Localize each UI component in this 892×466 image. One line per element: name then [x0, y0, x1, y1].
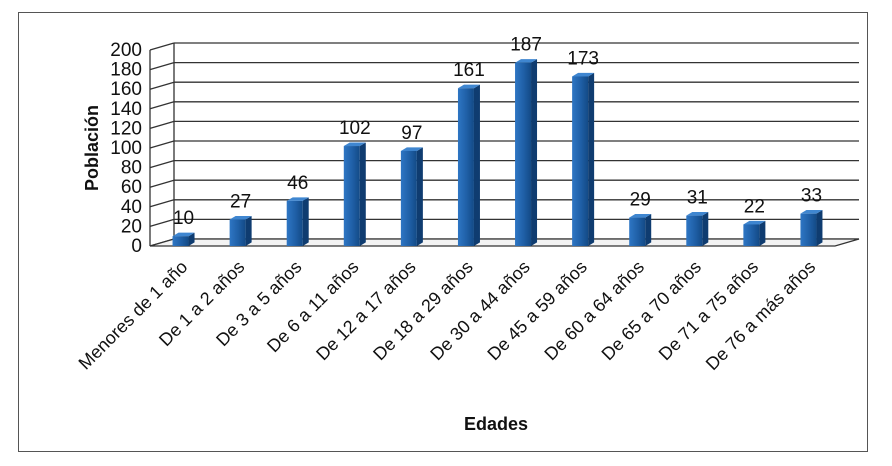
y-tick-label: 20	[121, 216, 142, 237]
gridline-side	[149, 218, 175, 228]
gridline-side	[149, 120, 175, 130]
bar-top	[629, 213, 652, 218]
bar-top	[457, 84, 480, 89]
gridline-side	[149, 159, 175, 169]
y-tick-label: 40	[121, 197, 142, 218]
bar	[229, 215, 252, 246]
data-label: 10	[173, 208, 194, 229]
bar-front	[743, 224, 760, 246]
gridline-side	[149, 61, 175, 71]
bar-side	[645, 213, 652, 246]
gridline-side	[149, 199, 175, 208]
bar-front	[229, 219, 246, 246]
bar-front	[343, 146, 360, 246]
y-tick-label: 0	[131, 236, 142, 257]
gridline-side	[149, 101, 175, 110]
data-label: 161	[453, 60, 485, 81]
bar	[743, 220, 766, 246]
bar	[286, 197, 309, 246]
x-axis-title: Edades	[464, 414, 528, 434]
data-label: 29	[630, 190, 651, 211]
bar-side	[816, 210, 823, 246]
y-tick-label: 120	[110, 118, 142, 139]
bar-top	[686, 212, 709, 216]
bar	[457, 84, 480, 247]
bar-top	[229, 215, 252, 220]
bar-side	[473, 84, 480, 247]
bar-front	[286, 200, 303, 246]
x-tick-label: De 65 a 70 años	[598, 257, 706, 365]
x-tick-label: De 76 a más años	[702, 257, 819, 374]
bar	[400, 147, 423, 246]
bar	[172, 232, 195, 246]
y-tick-label: 140	[110, 99, 142, 120]
x-tick-label: De 60 a 64 años	[540, 257, 648, 365]
x-tick-label: De 45 a 59 años	[483, 257, 591, 365]
bar-side	[416, 147, 423, 246]
bar-front	[515, 62, 532, 246]
bar-front	[457, 88, 474, 246]
bar-front	[172, 236, 189, 246]
bar-front	[572, 76, 589, 247]
gridline-side	[149, 140, 175, 149]
chart-floor	[149, 238, 860, 247]
bar-side	[302, 197, 309, 246]
gridline-side	[149, 42, 175, 51]
data-label: 33	[801, 186, 822, 207]
bar-front	[686, 215, 703, 246]
x-tick-label: Menores de 1 año	[75, 257, 192, 374]
data-label: 97	[401, 123, 422, 144]
gridline-side	[149, 179, 175, 188]
bar-top	[800, 210, 823, 214]
data-label: 173	[567, 48, 599, 69]
bar-top	[172, 232, 195, 237]
bar	[686, 212, 709, 246]
bar-top	[286, 197, 309, 201]
bar-top	[515, 59, 538, 63]
bar-side	[588, 72, 595, 246]
y-tick-label: 200	[110, 40, 142, 61]
x-tick-label: De 71 a 75 años	[655, 257, 763, 365]
bar	[343, 142, 366, 246]
bar-top	[343, 142, 366, 147]
x-tick-label: De 18 a 29 años	[369, 257, 477, 365]
bar-side	[188, 232, 195, 246]
chart-frame	[18, 12, 868, 452]
data-label: 46	[287, 173, 308, 194]
bar-side	[245, 215, 252, 246]
y-tick-label: 80	[121, 158, 142, 179]
y-axis-title: Población	[82, 105, 102, 191]
bar-top	[743, 220, 766, 225]
bar	[572, 72, 595, 247]
bar	[629, 213, 652, 246]
bar-side	[359, 142, 366, 246]
bar-side	[531, 59, 538, 246]
x-tick-label: De 30 a 44 años	[426, 257, 534, 365]
data-label: 31	[687, 188, 708, 209]
bar-side	[702, 212, 709, 246]
gridline-side	[149, 81, 175, 90]
bar	[800, 210, 823, 246]
x-tick-label: De 12 a 17 años	[312, 257, 420, 365]
bar-front	[400, 150, 417, 246]
bar-side	[759, 220, 766, 246]
bar-front	[629, 217, 646, 246]
y-tick-label: 160	[110, 79, 142, 100]
data-label: 22	[744, 196, 765, 217]
y-tick-label: 180	[110, 60, 142, 81]
y-tick-label: 100	[110, 138, 142, 159]
bar	[515, 59, 538, 246]
data-label: 187	[510, 35, 542, 56]
bar-front	[800, 213, 817, 246]
y-tick-label: 60	[121, 177, 142, 198]
bar-top	[572, 72, 595, 77]
bar-top	[400, 147, 423, 151]
data-label: 102	[339, 118, 371, 139]
data-label: 27	[230, 192, 251, 213]
